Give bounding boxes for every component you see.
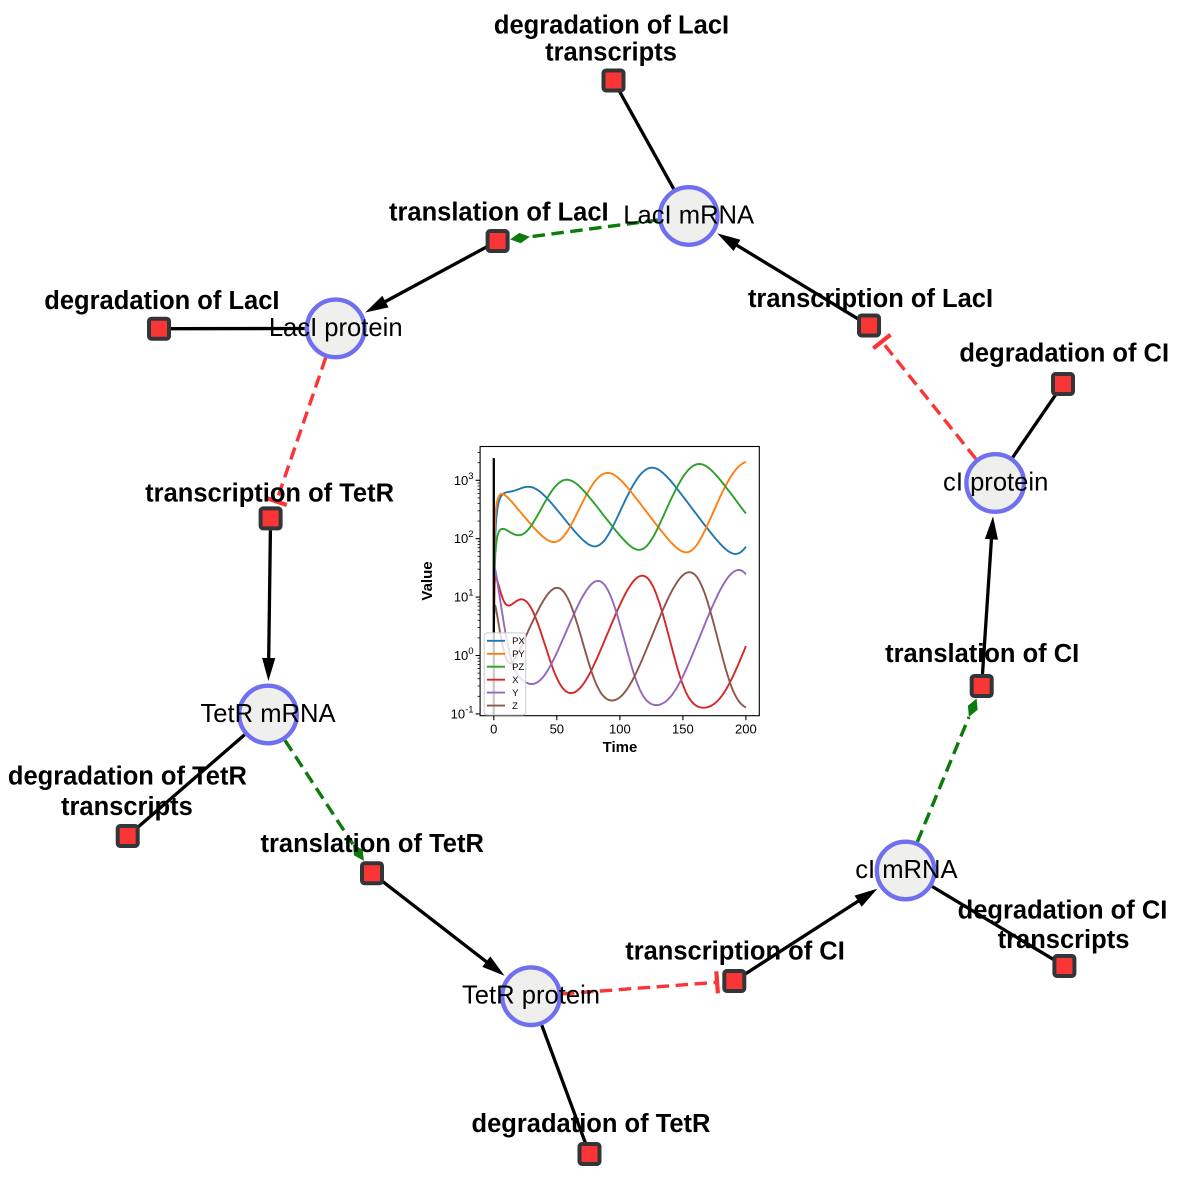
svg-text:cI mRNA: cI mRNA — [855, 856, 958, 884]
svg-text:translation of TetR: translation of TetR — [261, 830, 484, 858]
svg-text:degradation of LacI: degradation of LacI — [494, 12, 729, 40]
svg-text:cI protein: cI protein — [943, 469, 1048, 497]
svg-text:Time: Time — [603, 739, 638, 756]
svg-text:degradation of CI: degradation of CI — [959, 340, 1169, 368]
svg-text:50: 50 — [550, 722, 564, 737]
svg-text:TetR mRNA: TetR mRNA — [200, 700, 336, 728]
svg-text:TetR protein: TetR protein — [462, 982, 600, 1010]
svg-text:200: 200 — [735, 722, 757, 737]
svg-text:PX: PX — [512, 636, 525, 647]
svg-text:LacI mRNA: LacI mRNA — [623, 202, 755, 230]
svg-text:Z: Z — [512, 701, 518, 712]
svg-text:PY: PY — [512, 649, 525, 660]
svg-text:transcription of TetR: transcription of TetR — [145, 479, 394, 507]
svg-text:PZ: PZ — [512, 662, 524, 673]
svg-text:transcripts: transcripts — [545, 39, 677, 67]
svg-text:degradation of TetR: degradation of TetR — [472, 1110, 711, 1138]
svg-text:transcripts: transcripts — [61, 793, 193, 821]
svg-text:transcripts: transcripts — [998, 926, 1130, 954]
svg-text:transcription of LacI: transcription of LacI — [748, 285, 993, 313]
svg-text:0: 0 — [490, 722, 497, 737]
svg-text:degradation of TetR: degradation of TetR — [8, 763, 247, 791]
svg-text:degradation of LacI: degradation of LacI — [44, 287, 279, 315]
svg-text:100: 100 — [609, 722, 631, 737]
svg-text:degradation of CI: degradation of CI — [958, 897, 1168, 925]
svg-text:X: X — [512, 675, 519, 686]
svg-text:transcription of CI: transcription of CI — [625, 938, 845, 966]
svg-text:translation of CI: translation of CI — [885, 640, 1079, 668]
svg-text:LacI protein: LacI protein — [269, 314, 403, 342]
svg-text:Value: Value — [419, 561, 436, 600]
svg-text:translation of LacI: translation of LacI — [389, 199, 609, 227]
svg-text:Y: Y — [512, 688, 519, 699]
svg-text:150: 150 — [672, 722, 694, 737]
